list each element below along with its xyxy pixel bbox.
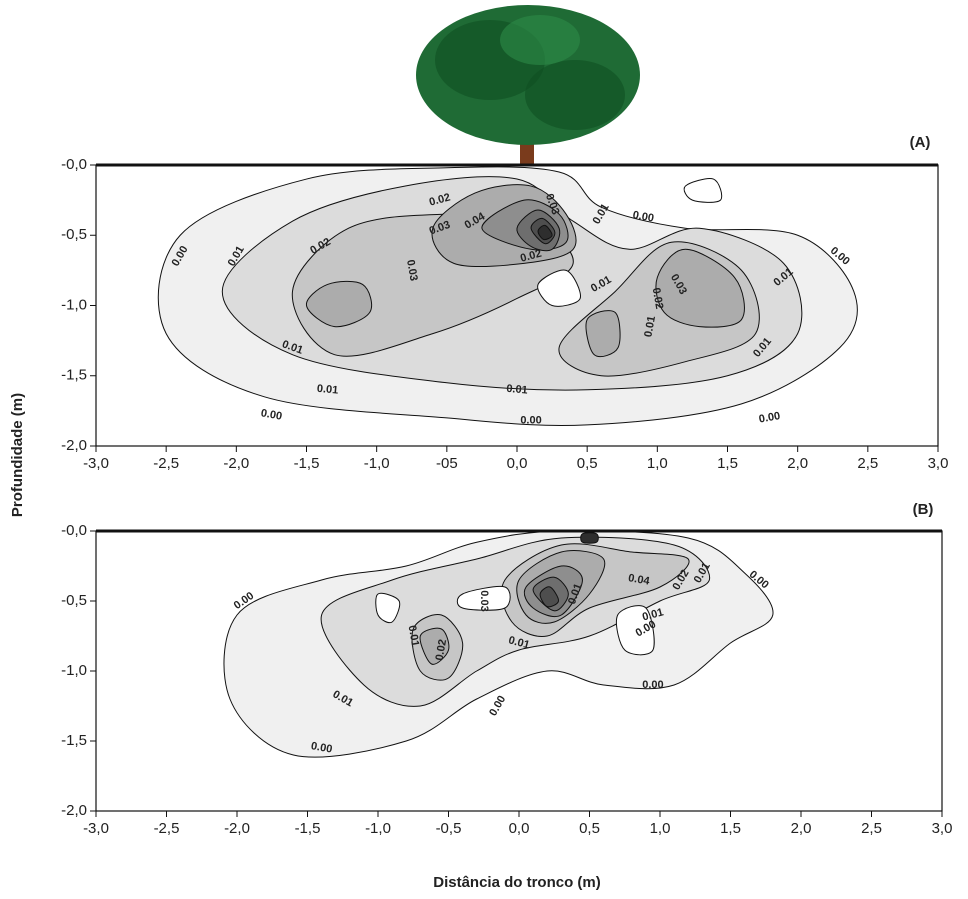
contour-label: 0.00 bbox=[632, 209, 655, 225]
contour-region bbox=[585, 310, 621, 358]
contour-hole bbox=[615, 605, 655, 656]
y-tick-label: -1,0 bbox=[61, 296, 87, 313]
y-tick-label: -0,0 bbox=[61, 522, 87, 539]
y-tick-label: -2,0 bbox=[61, 437, 87, 454]
contour-region bbox=[537, 224, 553, 241]
contour-label: 0.00 bbox=[520, 415, 541, 427]
x-tick-label: -0,5 bbox=[436, 820, 462, 837]
contour-label: 0.02 bbox=[519, 248, 543, 265]
x-tick-label: 2,5 bbox=[861, 820, 882, 837]
contour-hole bbox=[537, 269, 582, 307]
x-tick-label: -3,0 bbox=[83, 455, 109, 472]
contour-region bbox=[419, 627, 450, 665]
y-tick-label: -1,5 bbox=[61, 367, 87, 384]
x-tick-label: 1,5 bbox=[720, 820, 741, 837]
y-tick-label: -0,5 bbox=[61, 226, 87, 243]
y-tick-label: -1,0 bbox=[61, 662, 87, 679]
contour-label: 0.04 bbox=[627, 572, 651, 588]
y-tick-label: -0,5 bbox=[61, 592, 87, 609]
contour-label: 0.02 bbox=[428, 191, 452, 208]
contour-label: 0.03 bbox=[404, 259, 420, 282]
y-tick-label: -2,0 bbox=[61, 802, 87, 819]
x-tick-label: -05 bbox=[436, 455, 458, 472]
contour-region bbox=[580, 532, 599, 544]
contour-plot: 0.020.03 0.040.03 0.01 0.000.00 0.01 0.020.03… bbox=[157, 166, 858, 427]
x-tick-label: 2,0 bbox=[787, 455, 808, 472]
x-tick-label: 1,0 bbox=[647, 455, 668, 472]
contour-label: 0.00 bbox=[310, 740, 333, 756]
x-axis-title: Distância do tronco (m) bbox=[433, 874, 601, 891]
y-tick-label: -1,5 bbox=[61, 732, 87, 749]
y-axis-title: Profundidade (m) bbox=[9, 393, 26, 517]
x-tick-label: 2,5 bbox=[857, 455, 878, 472]
tree bbox=[416, 5, 640, 166]
contour-label: 0.00 bbox=[260, 407, 283, 423]
x-tick-label: 3,0 bbox=[932, 820, 953, 837]
contour-label: 0.01 bbox=[506, 383, 528, 397]
contour-region bbox=[539, 586, 559, 608]
x-tick-label: 1,0 bbox=[650, 820, 671, 837]
x-tick-label: 3,0 bbox=[928, 455, 949, 472]
contour-label: 0.03 bbox=[478, 590, 490, 611]
contour-label: 0.01 bbox=[642, 315, 658, 338]
x-tick-label: -2,0 bbox=[223, 455, 249, 472]
panel-label: (A) bbox=[910, 134, 931, 151]
contour-label: 0.00 bbox=[758, 410, 781, 426]
x-tick-label: 0,0 bbox=[507, 455, 528, 472]
x-tick-label: -2,5 bbox=[153, 455, 179, 472]
contour-region bbox=[655, 248, 745, 328]
x-tick-label: 0,5 bbox=[577, 455, 598, 472]
contour-hole bbox=[683, 178, 723, 203]
x-tick-label: -2,0 bbox=[224, 820, 250, 837]
contour-label: 0.02 bbox=[650, 287, 666, 310]
x-tick-label: 0,0 bbox=[509, 820, 530, 837]
panel-label: (B) bbox=[913, 501, 934, 518]
x-tick-label: 1,5 bbox=[717, 455, 738, 472]
x-tick-label: -2,5 bbox=[154, 820, 180, 837]
x-tick-label: -1,5 bbox=[295, 820, 321, 837]
contour-region bbox=[305, 280, 373, 328]
contour-label: 0.00 bbox=[487, 694, 508, 719]
x-tick-label: 0,5 bbox=[579, 820, 600, 837]
contour-label: 0.01 bbox=[406, 624, 422, 647]
contour-label: 0.01 bbox=[641, 606, 665, 623]
y-tick-label: -0,0 bbox=[61, 156, 87, 173]
contour-label: 0.02 bbox=[434, 638, 450, 661]
x-tick-label: -1,5 bbox=[294, 455, 320, 472]
x-tick-label: -1,0 bbox=[364, 455, 390, 472]
contour-label: 0.01 bbox=[316, 383, 338, 397]
x-tick-label: -3,0 bbox=[83, 820, 109, 837]
x-tick-label: 2,0 bbox=[791, 820, 812, 837]
contour-hole bbox=[375, 592, 401, 624]
contour-label: 0.00 bbox=[642, 679, 663, 691]
x-tick-label: -1,0 bbox=[365, 820, 391, 837]
contour-label: 0.01 bbox=[507, 634, 531, 651]
contour-hole bbox=[456, 585, 511, 611]
contour-plot: 0.000.010.000.010.020.000.010.03 0.010.04… bbox=[223, 530, 774, 758]
